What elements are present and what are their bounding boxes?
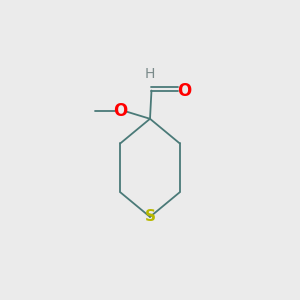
Text: S: S [145, 209, 155, 224]
Text: O: O [113, 102, 127, 120]
Text: H: H [145, 67, 155, 81]
Text: O: O [177, 82, 191, 100]
